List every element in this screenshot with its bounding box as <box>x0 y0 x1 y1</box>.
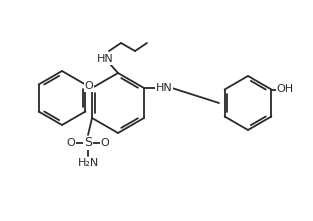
Text: S: S <box>84 137 92 149</box>
Text: HN: HN <box>156 83 172 93</box>
Text: O: O <box>101 138 110 148</box>
Text: OH: OH <box>277 84 294 95</box>
Text: O: O <box>84 81 93 91</box>
Text: O: O <box>67 138 75 148</box>
Text: H₂N: H₂N <box>77 158 99 168</box>
Text: HN: HN <box>97 54 113 64</box>
